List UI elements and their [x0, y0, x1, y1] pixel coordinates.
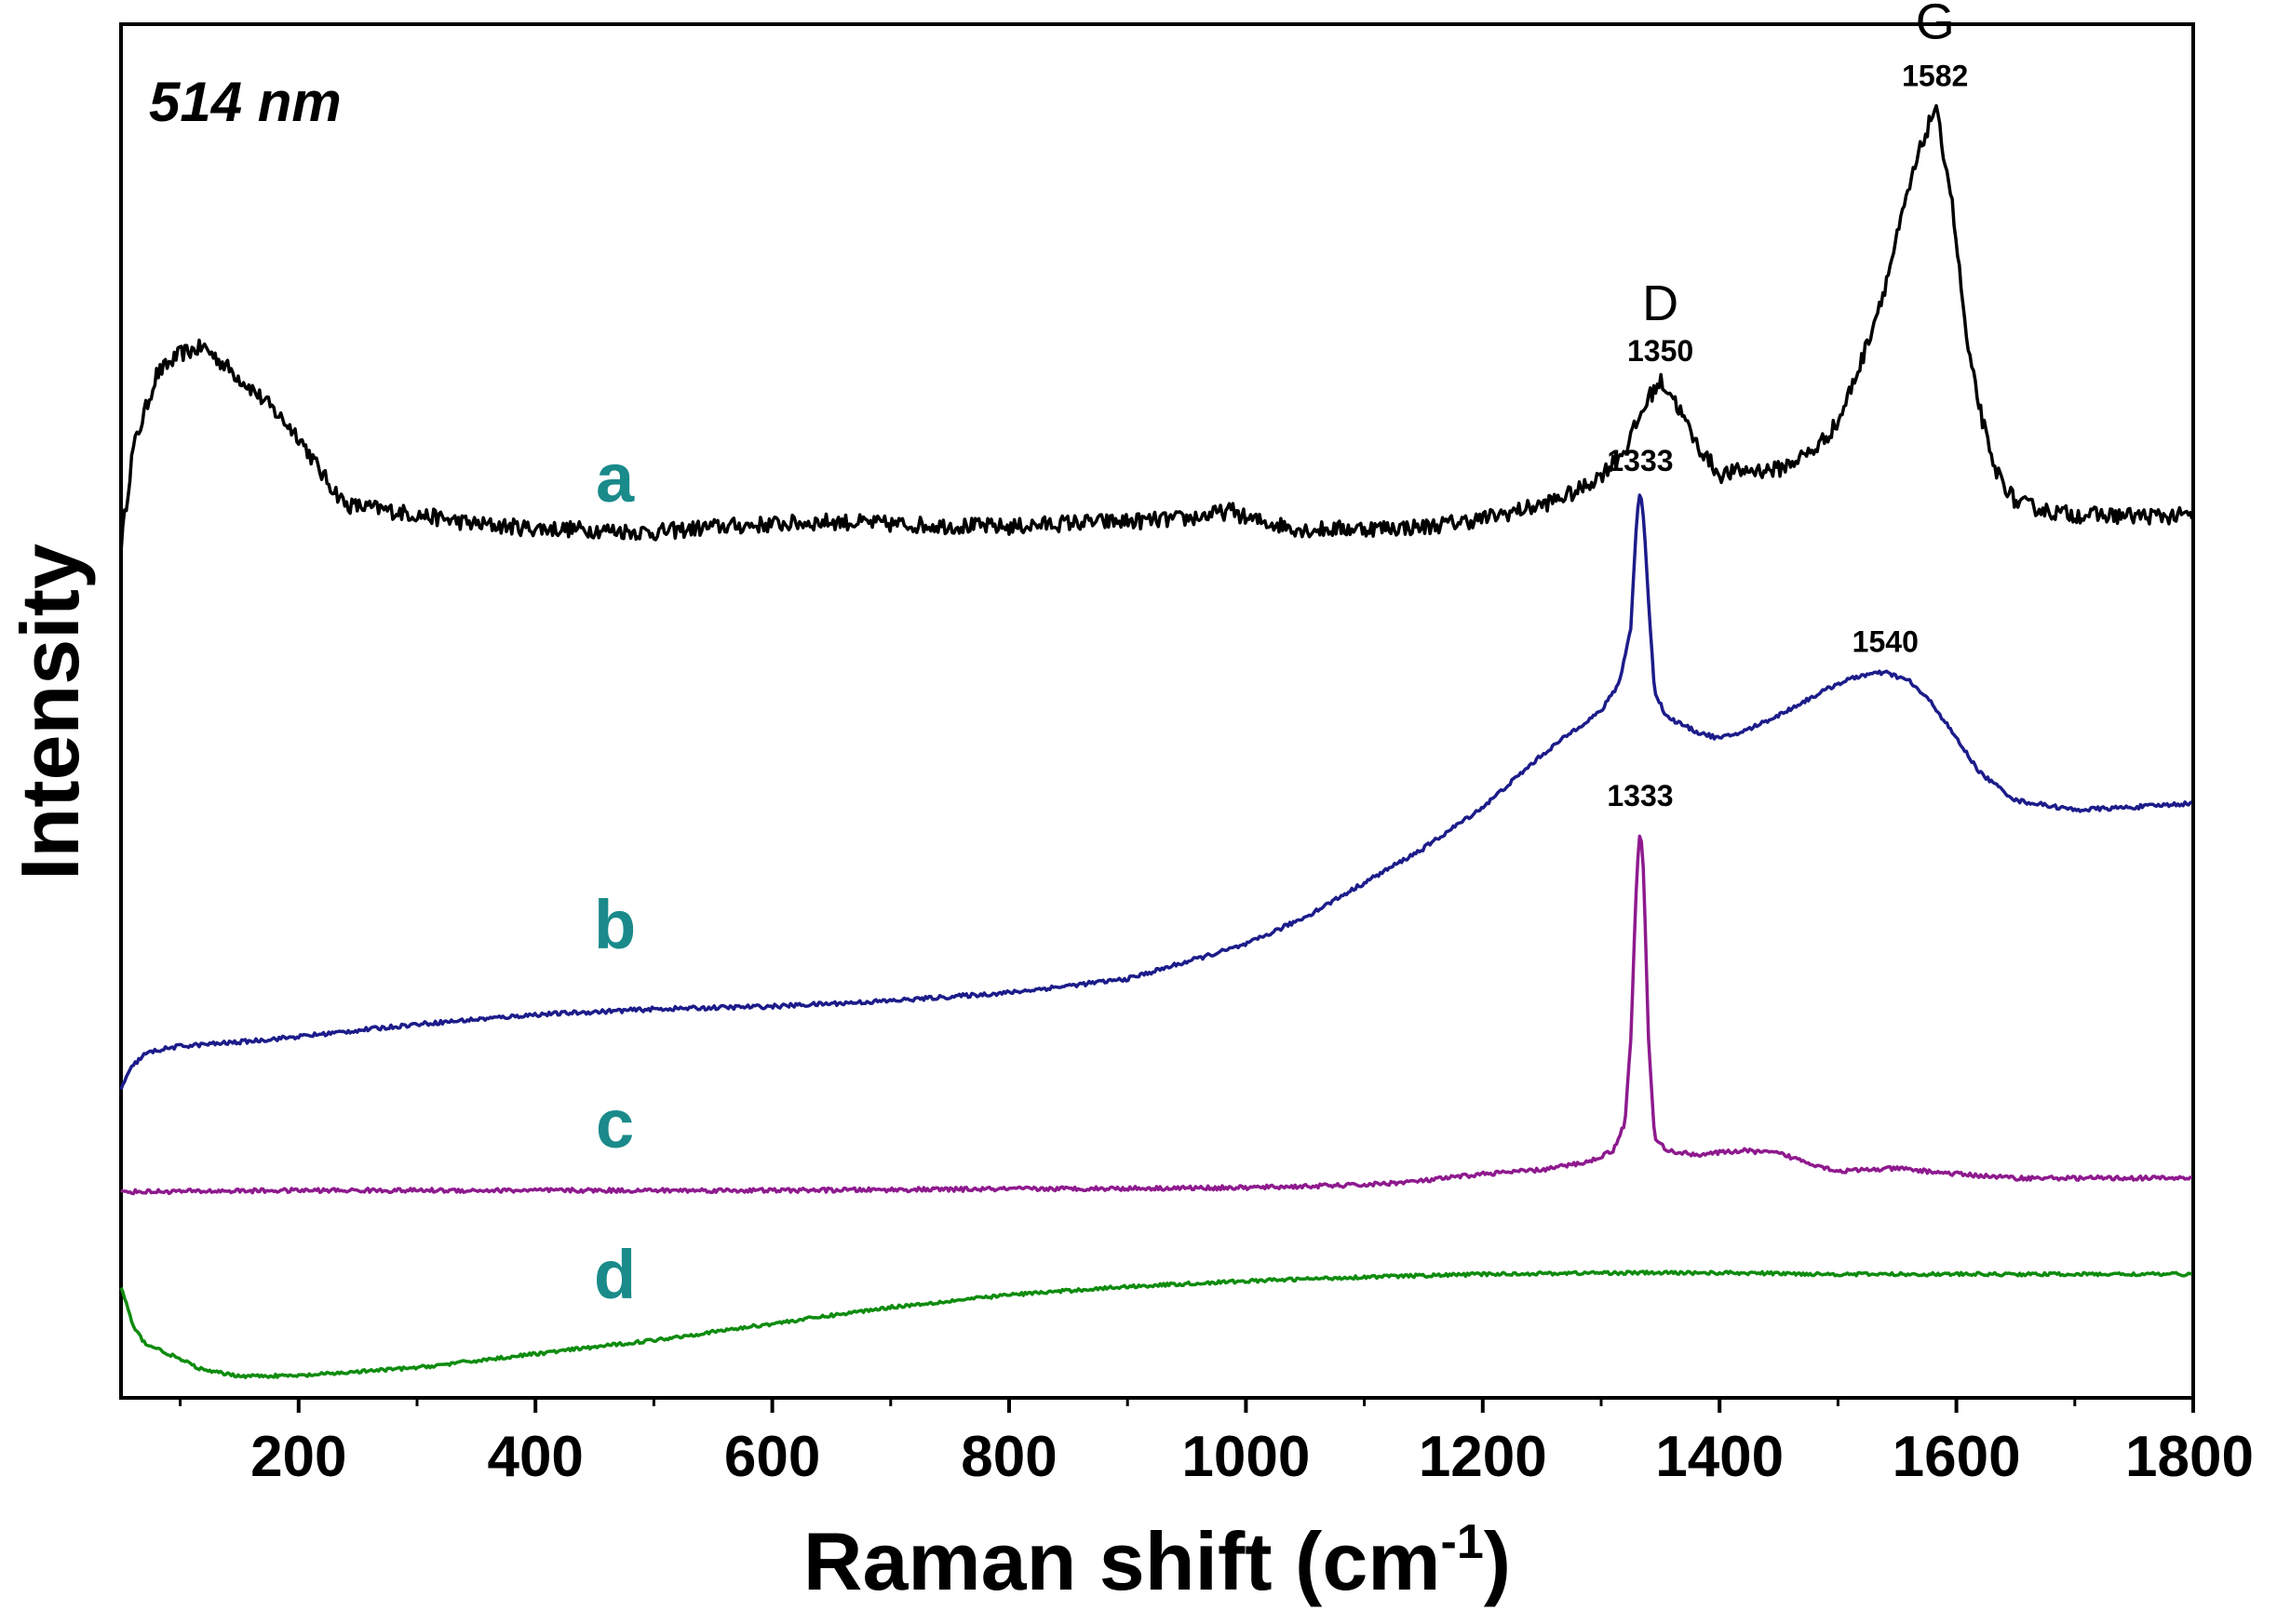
series-label-c: c	[596, 1085, 634, 1162]
x-tick-label: 800	[961, 1425, 1057, 1489]
band-label-G: G	[1916, 0, 1955, 49]
x-axis-title-main: Raman shift (cm	[803, 1515, 1441, 1607]
y-axis-title: Intensity	[4, 544, 96, 880]
series-group	[119, 103, 2194, 1379]
x-tick-label: 600	[724, 1425, 820, 1489]
x-tick-label: 1800	[2125, 1425, 2254, 1489]
x-axis-title: Raman shift (cm-1)	[803, 1515, 1511, 1607]
x-tick-label: 400	[487, 1425, 583, 1489]
series-label-d: d	[594, 1236, 636, 1313]
annotations-group: 1350 1582 1333 1540 1333 D Ga b cd	[594, 0, 1968, 1313]
series-label-b: b	[594, 886, 636, 963]
x-axis-ticks: 200 400 600 800 1000 1200 1400 1600 1800	[179, 1398, 2254, 1489]
peak-label: 1582	[1902, 60, 1968, 93]
peak-label: 1350	[1627, 334, 1693, 368]
x-tick-label: 1400	[1655, 1425, 1784, 1489]
series-line-c	[120, 834, 2192, 1196]
series-label-a: a	[596, 439, 635, 517]
wavelength-annotation: 514 nm	[149, 71, 342, 133]
peak-label: 1333	[1607, 444, 1673, 477]
peak-label: 1333	[1607, 779, 1673, 812]
series-line-b	[119, 493, 2193, 1091]
x-tick-label: 1600	[1893, 1425, 2021, 1489]
plot-frame	[119, 22, 2195, 1400]
x-tick-label: 1200	[1419, 1425, 1547, 1489]
series-line-d	[119, 1269, 2192, 1379]
band-label-D: D	[1642, 275, 1678, 331]
peak-label: 1540	[1853, 625, 1919, 659]
x-tick-label: 200	[250, 1425, 346, 1489]
x-axis-title-superscript: -1	[1441, 1515, 1484, 1569]
x-axis-title-suffix: )	[1484, 1515, 1511, 1607]
x-tick-label: 1000	[1181, 1425, 1310, 1489]
series-line-a	[119, 103, 2194, 554]
